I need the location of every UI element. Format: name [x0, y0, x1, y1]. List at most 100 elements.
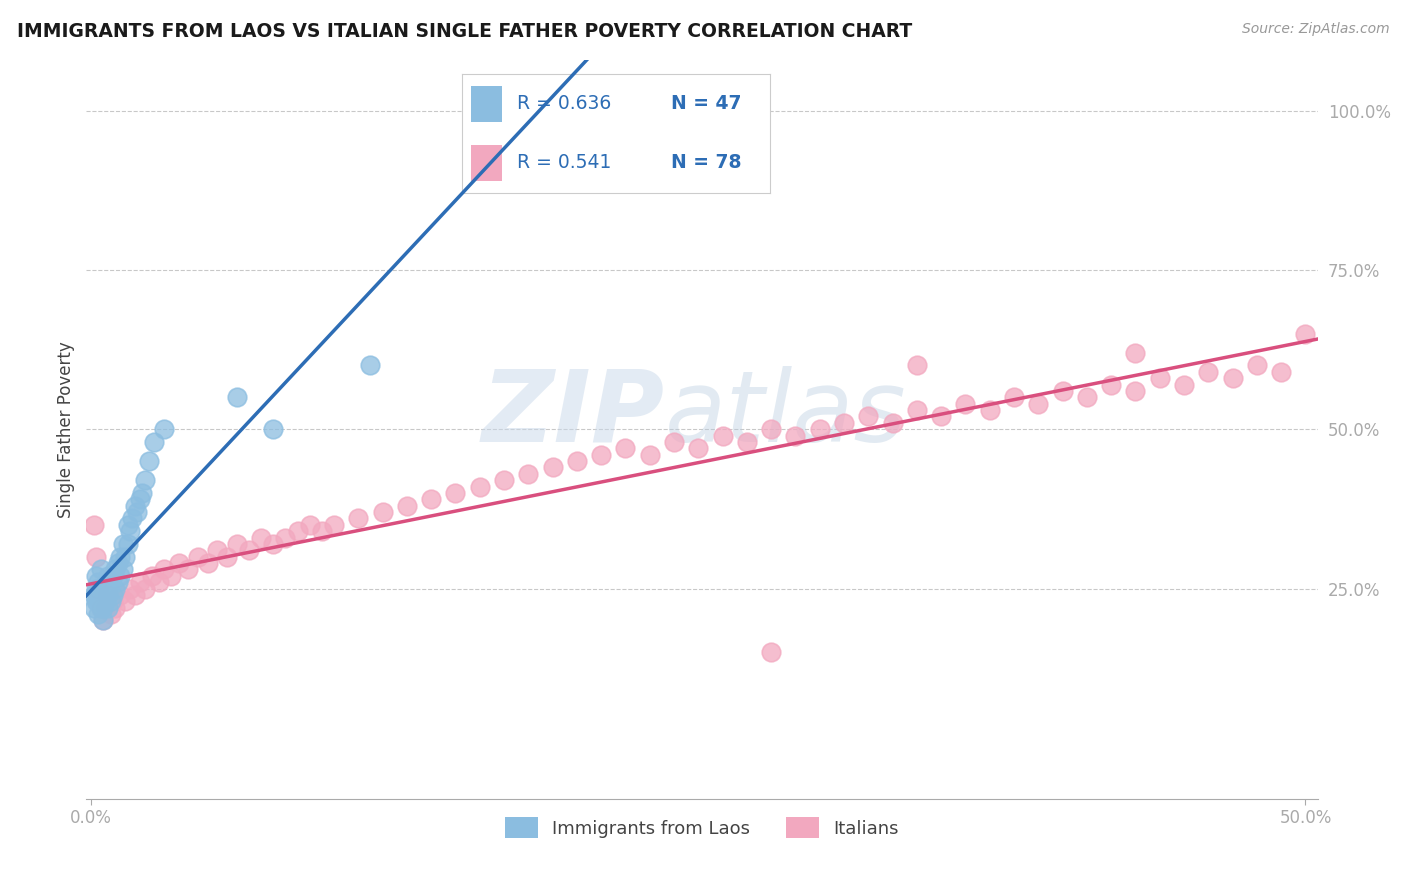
- Point: [347, 511, 370, 525]
- Point: [110, 588, 132, 602]
- Point: [100, 575, 122, 590]
- Point: [395, 499, 418, 513]
- Point: [905, 403, 928, 417]
- Point: [323, 517, 346, 532]
- Point: [117, 537, 139, 551]
- Point: [785, 428, 807, 442]
- Point: [117, 517, 139, 532]
- Point: [262, 537, 284, 551]
- Point: [128, 575, 150, 590]
- Point: [143, 434, 166, 449]
- Point: [979, 403, 1001, 417]
- Text: IMMIGRANTS FROM LAOS VS ITALIAN SINGLE FATHER POVERTY CORRELATION CHART: IMMIGRANTS FROM LAOS VS ITALIAN SINGLE F…: [17, 22, 912, 41]
- Point: [104, 582, 127, 596]
- Point: [100, 594, 122, 608]
- Point: [1026, 397, 1049, 411]
- Point: [101, 594, 124, 608]
- Point: [104, 562, 127, 576]
- Point: [197, 556, 219, 570]
- Point: [91, 614, 114, 628]
- Point: [541, 460, 564, 475]
- Point: [87, 575, 110, 590]
- Point: [134, 473, 156, 487]
- Point: [759, 422, 782, 436]
- Point: [91, 614, 114, 628]
- Point: [1149, 371, 1171, 385]
- Point: [153, 562, 176, 576]
- Point: [90, 600, 112, 615]
- Point: [1270, 365, 1292, 379]
- Point: [225, 390, 247, 404]
- Point: [1173, 377, 1195, 392]
- Point: [274, 531, 297, 545]
- Point: [153, 422, 176, 436]
- Point: [444, 486, 467, 500]
- Point: [250, 531, 273, 545]
- Point: [107, 556, 129, 570]
- Point: [711, 428, 734, 442]
- Y-axis label: Single Father Poverty: Single Father Poverty: [58, 341, 75, 517]
- Point: [371, 505, 394, 519]
- Point: [420, 492, 443, 507]
- Point: [83, 588, 105, 602]
- Text: atlas: atlas: [665, 366, 907, 463]
- Point: [101, 588, 124, 602]
- Point: [1125, 384, 1147, 398]
- Point: [127, 505, 149, 519]
- Point: [217, 549, 239, 564]
- Point: [128, 492, 150, 507]
- Point: [94, 594, 117, 608]
- Point: [111, 537, 134, 551]
- Point: [929, 409, 952, 424]
- Point: [101, 569, 124, 583]
- Point: [225, 537, 247, 551]
- Point: [638, 448, 661, 462]
- Point: [287, 524, 309, 538]
- Point: [118, 582, 141, 596]
- Point: [107, 575, 129, 590]
- Point: [97, 588, 120, 602]
- Point: [238, 543, 260, 558]
- Point: [662, 434, 685, 449]
- Point: [91, 600, 114, 615]
- Point: [91, 582, 114, 596]
- Point: [492, 473, 515, 487]
- Text: Source: ZipAtlas.com: Source: ZipAtlas.com: [1241, 22, 1389, 37]
- Point: [1246, 359, 1268, 373]
- Point: [138, 454, 160, 468]
- Point: [1125, 345, 1147, 359]
- Point: [207, 543, 229, 558]
- Legend: Immigrants from Laos, Italians: Immigrants from Laos, Italians: [498, 810, 905, 846]
- Point: [90, 562, 112, 576]
- Point: [121, 511, 143, 525]
- Point: [832, 416, 855, 430]
- Point: [359, 359, 381, 373]
- Point: [94, 575, 117, 590]
- Point: [100, 607, 122, 621]
- Point: [148, 575, 170, 590]
- Text: ZIP: ZIP: [482, 366, 665, 463]
- Point: [84, 549, 107, 564]
- Point: [90, 588, 112, 602]
- Point: [517, 467, 540, 481]
- Point: [134, 582, 156, 596]
- Point: [882, 416, 904, 430]
- Point: [1197, 365, 1219, 379]
- Point: [97, 600, 120, 615]
- Point: [111, 562, 134, 576]
- Point: [114, 549, 136, 564]
- Point: [110, 569, 132, 583]
- Point: [187, 549, 209, 564]
- Point: [262, 422, 284, 436]
- Point: [87, 607, 110, 621]
- Point: [311, 524, 333, 538]
- Point: [118, 524, 141, 538]
- Point: [84, 569, 107, 583]
- Point: [1099, 377, 1122, 392]
- Point: [131, 486, 153, 500]
- Point: [167, 556, 190, 570]
- Point: [83, 517, 105, 532]
- Point: [735, 434, 758, 449]
- Point: [759, 645, 782, 659]
- Point: [298, 517, 321, 532]
